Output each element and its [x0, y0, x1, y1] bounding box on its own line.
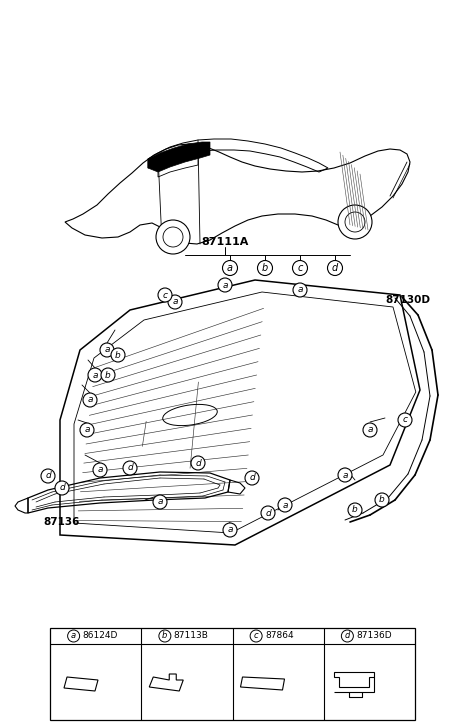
Text: b: b [379, 496, 385, 505]
Circle shape [156, 220, 190, 254]
Text: d: d [59, 483, 65, 492]
Text: d: d [332, 263, 338, 273]
Bar [50, 628, 415, 720]
Text: c: c [162, 291, 167, 300]
Text: b: b [262, 263, 268, 273]
Circle shape [245, 471, 259, 485]
Text: 87136D: 87136D [356, 632, 392, 640]
Circle shape [342, 630, 353, 642]
Text: 86124D: 86124D [83, 632, 118, 640]
Text: a: a [157, 497, 163, 507]
Circle shape [222, 260, 238, 276]
Text: c: c [254, 632, 258, 640]
Circle shape [338, 205, 372, 239]
Circle shape [153, 495, 167, 509]
Text: b: b [162, 632, 167, 640]
Text: a: a [87, 395, 93, 404]
Circle shape [328, 260, 342, 276]
Circle shape [375, 493, 389, 507]
Circle shape [80, 423, 94, 437]
Circle shape [123, 461, 137, 475]
Circle shape [257, 260, 273, 276]
Text: a: a [92, 371, 98, 379]
Circle shape [101, 368, 115, 382]
Circle shape [338, 468, 352, 482]
Circle shape [250, 630, 262, 642]
Circle shape [292, 260, 307, 276]
Polygon shape [148, 142, 210, 172]
Circle shape [55, 481, 69, 495]
Circle shape [348, 503, 362, 517]
Text: d: d [345, 632, 350, 640]
Text: b: b [352, 505, 358, 515]
Text: c: c [297, 263, 303, 273]
Text: a: a [367, 425, 373, 435]
Circle shape [261, 506, 275, 520]
Text: 87111A: 87111A [201, 237, 249, 247]
Text: d: d [195, 459, 201, 467]
Text: 87113B: 87113B [174, 632, 209, 640]
Circle shape [68, 630, 80, 642]
Circle shape [41, 469, 55, 483]
Text: b: b [115, 350, 121, 359]
Text: d: d [45, 472, 51, 481]
Text: a: a [71, 632, 76, 640]
Text: a: a [227, 526, 233, 534]
Circle shape [218, 278, 232, 292]
Circle shape [111, 348, 125, 362]
Text: a: a [172, 297, 178, 307]
Circle shape [191, 456, 205, 470]
Text: a: a [282, 500, 288, 510]
Circle shape [223, 523, 237, 537]
Circle shape [83, 393, 97, 407]
Circle shape [398, 413, 412, 427]
Circle shape [163, 227, 183, 247]
Circle shape [363, 423, 377, 437]
Circle shape [278, 498, 292, 512]
Text: 87136: 87136 [44, 517, 80, 527]
Text: b: b [105, 371, 111, 379]
Text: d: d [249, 473, 255, 483]
Text: a: a [342, 470, 348, 480]
Circle shape [345, 212, 365, 232]
Text: a: a [97, 465, 103, 475]
Circle shape [93, 463, 107, 477]
Text: 87130D: 87130D [385, 295, 430, 305]
Text: a: a [297, 286, 303, 294]
Circle shape [159, 630, 171, 642]
Text: 87864: 87864 [265, 632, 294, 640]
Text: d: d [265, 508, 271, 518]
Text: d: d [127, 464, 133, 473]
Circle shape [100, 343, 114, 357]
Circle shape [88, 368, 102, 382]
Text: c: c [402, 416, 408, 425]
Text: a: a [104, 345, 110, 355]
Circle shape [293, 283, 307, 297]
Text: a: a [84, 425, 90, 435]
Circle shape [158, 288, 172, 302]
Circle shape [168, 295, 182, 309]
Text: a: a [227, 263, 233, 273]
Text: a: a [222, 281, 228, 289]
